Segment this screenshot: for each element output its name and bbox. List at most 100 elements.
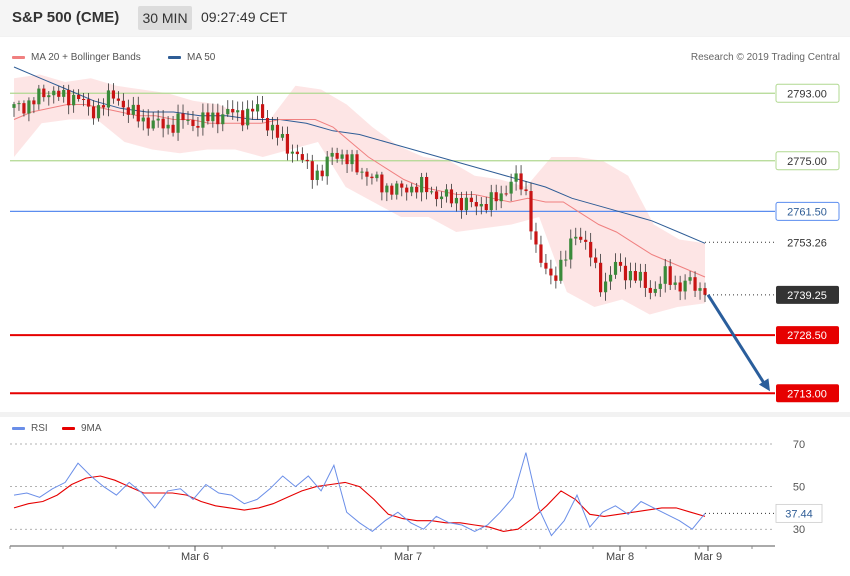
legend-9ma: 9MA [62,423,102,434]
candle-body [241,110,245,126]
candle-body [519,173,523,190]
candle-body [429,191,434,193]
rsi-tick-30: 30 [793,524,805,536]
rsi-line [13,452,706,537]
candle-body [638,271,642,281]
rsi-tick-70: 70 [793,439,805,451]
candle-body [116,98,120,101]
candle-body [27,100,31,114]
candle-body [360,171,364,173]
candle-body [370,176,374,179]
candle-body [663,266,667,284]
research-credit: Research © 2019 Trading Central [690,52,840,63]
candle-body [673,282,677,285]
candle-body [201,112,205,128]
legend-ma20-label: MA 20 + Bollinger Bands [31,52,141,63]
candle-body [206,112,210,122]
candle-body [484,203,488,211]
candle-body [325,156,329,177]
candle-body [310,161,314,180]
candle-body [251,108,255,112]
candle-body [121,100,125,108]
candle-body [91,106,96,119]
candle-body [395,183,399,195]
candle-body [678,282,682,292]
candle-body [504,193,508,195]
candle-body [151,120,155,129]
candle-body [569,238,573,260]
candle-body [668,266,672,285]
time-display: 09:27:49 CET [201,9,288,25]
candle-body [574,236,578,239]
candle-body [380,174,384,193]
legend-ma20: MA 20 + Bollinger Bands [12,52,141,63]
candle-body [226,108,230,115]
candle-body [439,196,444,200]
tag-label-2739.25: 2739.25 [787,290,827,302]
candle-body [539,244,543,263]
candle-body [22,103,26,114]
candle-body [579,236,583,240]
candle-body [683,280,687,292]
candle-body [494,192,498,202]
candle-body [489,192,493,211]
candle-body [171,124,175,133]
rsi-last-box [775,503,823,523]
candle-body [290,151,294,154]
legend-ma50-label: MA 50 [187,52,216,63]
candle-body [444,189,449,197]
candle-body [653,288,657,293]
forecast-arrow-shaft [706,294,768,388]
rsi-plot: 30 50 70 37.44 Mar 6 Mar 7 Mar 8 Mar 9 [9,439,823,563]
candle-body [345,154,349,165]
candle-body [231,108,235,113]
candle-body [196,125,200,128]
candle-body [221,114,225,125]
candle-body [211,112,215,122]
candle-body [265,117,270,131]
price-chart-panel[interactable]: MA 20 + Bollinger Bands MA 50 Research ©… [0,37,850,412]
candle-body [464,197,468,211]
candle-body [509,181,513,194]
candle-body [176,113,180,133]
candle-body [529,191,533,232]
candle-body [524,189,528,192]
x-label-Mar-9: Mar 9 [694,551,722,563]
tag-label-2753.26: 2753.26 [787,237,827,249]
candle-body [12,104,16,108]
rsi-swatch [12,427,25,430]
candle-body [42,88,46,98]
candle-body [335,152,339,159]
candle-body [161,118,165,129]
candle-body [534,231,538,245]
candle-body [608,274,613,282]
candle-body [57,90,61,97]
candle-body [315,170,319,180]
candle-body [236,110,240,113]
candle-body [479,203,483,207]
candle-body [72,94,76,106]
candle-body [365,171,369,177]
level-label-2713.00: 2713.00 [787,388,827,400]
candle-body [156,118,160,121]
legend-9ma-label: 9MA [81,423,102,434]
candle-body [255,104,260,112]
candle-body [623,265,628,281]
candle-body [559,259,563,281]
timeframe-button[interactable]: 30 MIN [138,6,192,30]
bollinger-band [14,74,705,315]
rsi-panel[interactable]: RSI 9MA 30 50 70 37.44 Mar 6 Mar 7 Mar 8 Mar 9 [0,417,850,576]
candle-body [544,262,548,269]
forecast-arrow-head [758,378,770,392]
level-tag-2775.00 [775,151,840,171]
candle-body [191,120,195,126]
candle-body [146,117,150,129]
level-tag-2728.50 [776,326,839,345]
candle-body [449,189,454,204]
candle-body [81,99,86,101]
candle-body [52,90,56,96]
candle-body [106,90,111,108]
level-tag-2793.00 [775,83,840,103]
candle-body [648,287,652,293]
candle-body [350,154,354,165]
